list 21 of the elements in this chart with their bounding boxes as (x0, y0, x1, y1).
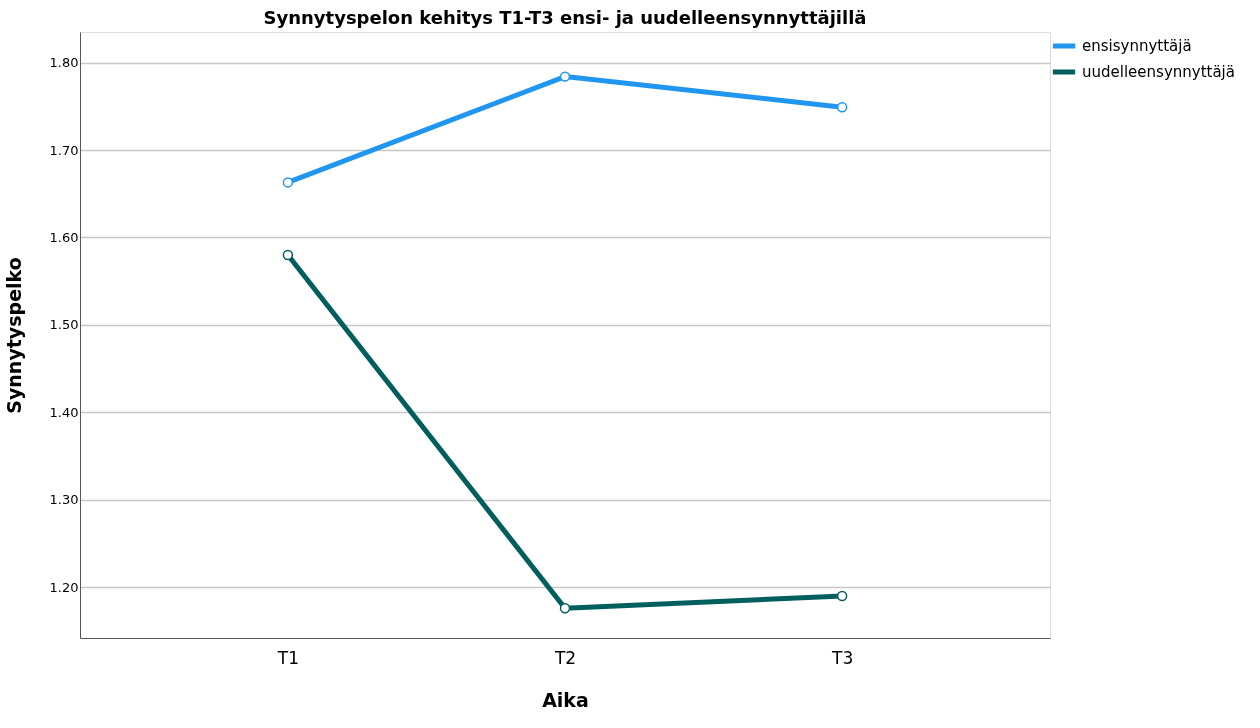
y-tick-label: 1.70 (49, 142, 79, 158)
y-tick-label: 1.80 (49, 55, 79, 71)
y-tick-label: 1.40 (49, 404, 79, 420)
x-tick-label: T3 (831, 647, 854, 668)
chart-title: Synnytyspelon kehitys T1-T3 ensi- ja uudelleensynnyttäjillä (263, 7, 867, 28)
point (282, 249, 294, 261)
x-tick-label: T1 (276, 647, 299, 668)
x-tick-label: T2 (553, 647, 577, 668)
legend-label: ensisynnyttäjä (1082, 37, 1192, 55)
point (836, 101, 848, 113)
point (559, 603, 571, 614)
y-tick-label: 1.20 (49, 579, 79, 595)
point (836, 590, 848, 602)
legend-label: uudelleensynnyttäjä (1082, 63, 1235, 81)
y-tick-label: 1.60 (49, 230, 79, 245)
x-axis-title: Aika (542, 688, 589, 711)
point (559, 71, 571, 82)
y-tick-label: 1.30 (49, 492, 79, 508)
point (282, 177, 294, 188)
y-tick-label: 1.50 (49, 317, 79, 333)
y-axis-title: Synnytyspelko (2, 257, 25, 414)
